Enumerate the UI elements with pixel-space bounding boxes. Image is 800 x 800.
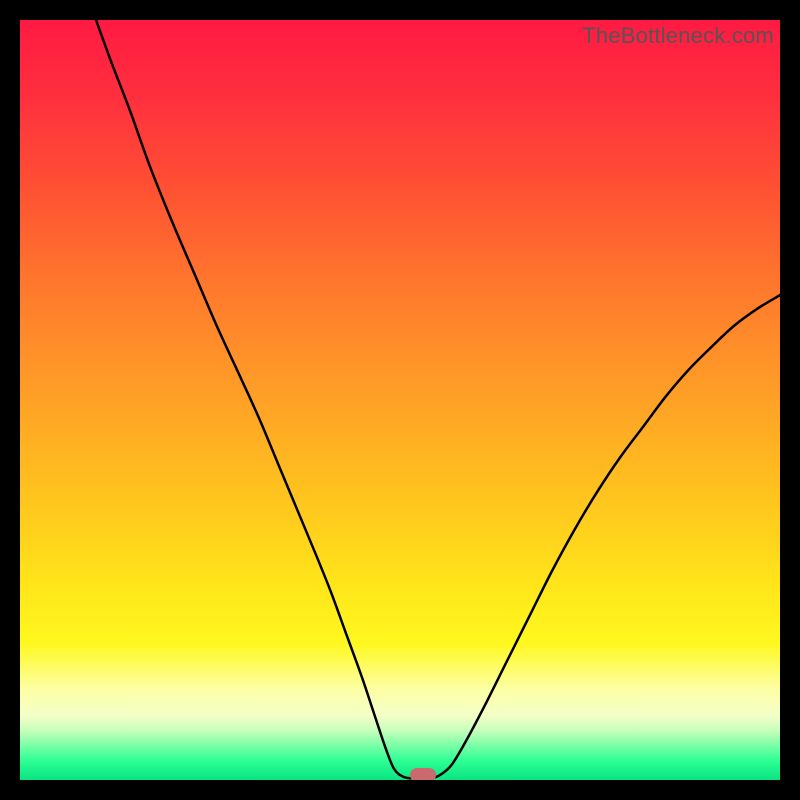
optimum-marker — [410, 768, 436, 780]
chart-svg — [20, 20, 780, 780]
plot-area: TheBottleneck.com — [20, 20, 780, 780]
gradient-background — [20, 20, 780, 780]
watermark-text: TheBottleneck.com — [582, 23, 774, 49]
